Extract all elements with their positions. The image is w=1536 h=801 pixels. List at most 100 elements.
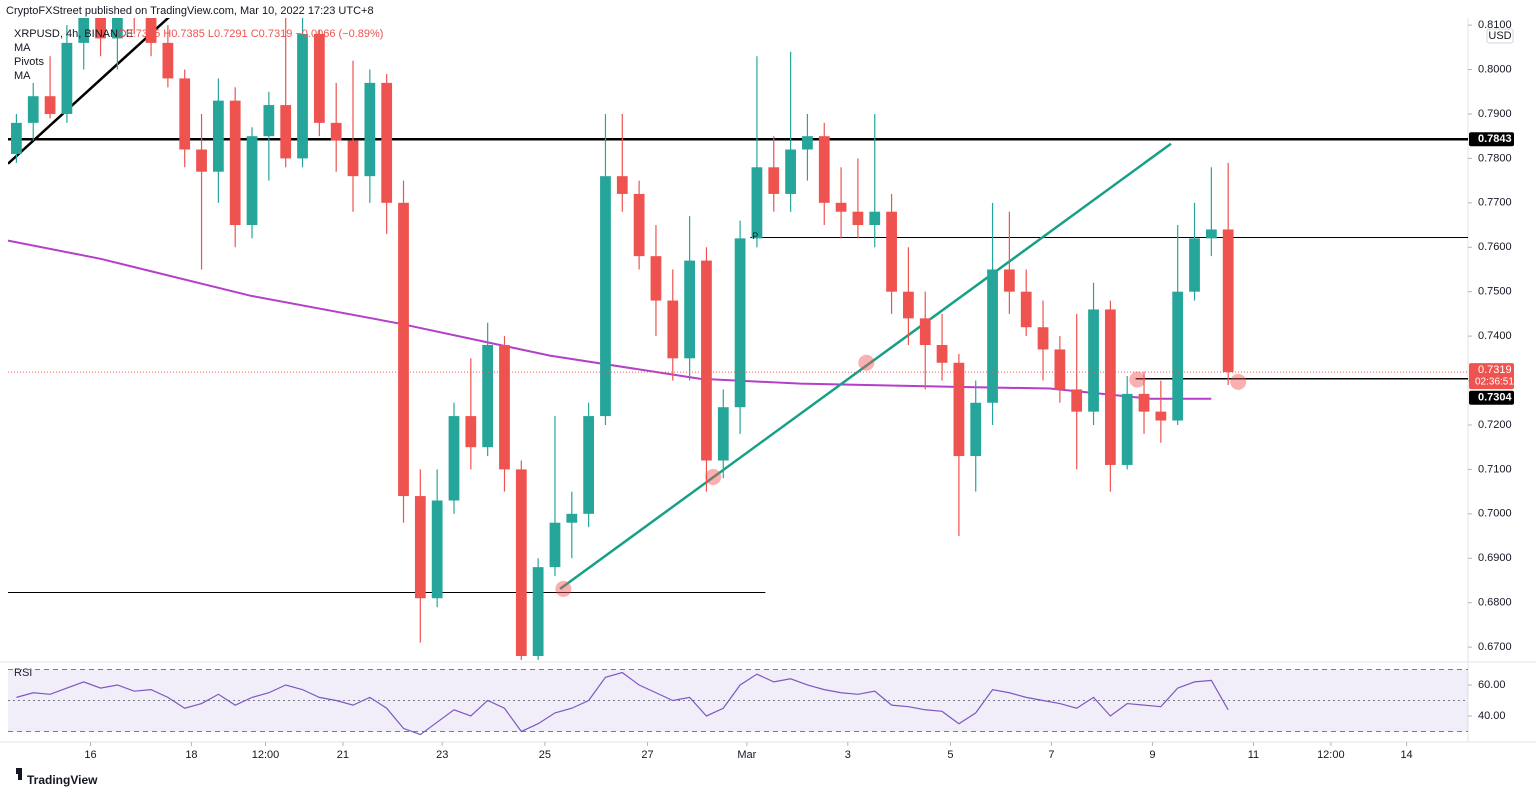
candle-body — [280, 105, 292, 159]
candle-body — [633, 193, 645, 257]
candle-body — [11, 122, 22, 154]
level-badge — [1469, 132, 1514, 147]
candle-body — [313, 33, 325, 123]
x-tick-label: 9 — [1149, 749, 1155, 761]
candle-body — [263, 105, 275, 137]
candle-body — [566, 513, 578, 523]
candle-body — [1020, 291, 1032, 328]
candle-body — [852, 211, 864, 226]
y-tick-label: 0.7800 — [1478, 152, 1512, 164]
candle-body — [44, 96, 56, 114]
y-tick-label: 0.6900 — [1478, 552, 1512, 564]
level-badge-label: 0.7304 — [1478, 392, 1513, 404]
candle-body — [364, 82, 376, 177]
x-tick-label: 23 — [436, 749, 448, 761]
candle-body — [953, 362, 965, 457]
candle-body — [1172, 291, 1184, 421]
price-pane — [8, 18, 1468, 660]
x-tick-label: 3 — [845, 749, 851, 761]
candle-body — [145, 18, 157, 43]
candle-body — [600, 176, 611, 417]
y-tick-label: 0.7600 — [1478, 241, 1512, 253]
highlight-marker — [555, 580, 572, 597]
candle-body — [78, 18, 90, 43]
candle-body — [414, 496, 426, 599]
candle-body — [1138, 393, 1150, 412]
x-tick-label: 7 — [1048, 749, 1054, 761]
candle-body — [196, 149, 207, 172]
candle-body — [684, 260, 695, 359]
rsi-tick-label: 40.00 — [1478, 710, 1506, 722]
x-tick-label: 12:00 — [252, 749, 280, 761]
level-badge — [1469, 390, 1514, 405]
x-tick-label: 12:00 — [1317, 749, 1345, 761]
x-tick-label: Mar — [737, 749, 756, 761]
candle-body — [448, 416, 460, 501]
candle-body — [27, 96, 39, 123]
candle-body — [1121, 393, 1133, 465]
candle-body — [549, 522, 561, 568]
trend-line — [8, 18, 170, 165]
rsi-line — [16, 671, 1229, 736]
x-tick-label: 14 — [1400, 749, 1412, 761]
brand: TradingView — [27, 773, 98, 787]
candle-body — [1088, 309, 1099, 412]
x-tick-label: 21 — [337, 749, 349, 761]
candle-body — [1037, 327, 1049, 350]
candle-body — [398, 202, 409, 497]
candle-body — [903, 291, 914, 319]
candle-body — [650, 256, 662, 301]
candle-body — [835, 202, 847, 212]
y-tick-label: 0.7400 — [1478, 330, 1512, 342]
candle-body — [431, 500, 443, 599]
candle-body — [1205, 229, 1217, 239]
level-badge-label: 0.7843 — [1478, 133, 1512, 145]
candle-body — [482, 344, 494, 448]
candle-body — [987, 269, 998, 403]
currency-box — [1486, 28, 1514, 44]
moving-average — [8, 239, 1212, 400]
candle-body — [616, 176, 628, 194]
y-tick-label: 0.6800 — [1478, 597, 1512, 609]
candle-body — [381, 82, 393, 203]
x-tick-label: 11 — [1248, 749, 1259, 761]
candle-body — [162, 42, 174, 79]
candle-body — [869, 211, 881, 226]
x-tick-label: 27 — [641, 749, 653, 761]
indicator: MA — [14, 70, 31, 82]
candle-body — [785, 149, 796, 194]
candle-body — [936, 344, 948, 363]
countdown: 02:36:51 — [1475, 377, 1514, 388]
candle-body — [347, 140, 359, 177]
currency: USD — [1488, 30, 1511, 42]
highlight-marker — [858, 354, 875, 371]
y-tick-label: 0.8000 — [1478, 63, 1512, 75]
candle-body — [701, 260, 712, 461]
y-tick-label: 0.7500 — [1478, 286, 1512, 298]
candle-body — [246, 136, 258, 226]
candle-body — [297, 33, 308, 159]
y-tick-label: 0.6700 — [1478, 641, 1512, 653]
candle-body — [1071, 389, 1083, 412]
highlight-marker — [1129, 371, 1146, 388]
candle-body — [802, 136, 813, 150]
y-tick-label: 0.7000 — [1478, 508, 1512, 520]
candle-body — [515, 469, 527, 657]
x-tick-label: 16 — [84, 749, 96, 761]
level-text: P — [752, 231, 758, 241]
candle-body — [179, 78, 191, 150]
candle-body — [768, 167, 780, 194]
candle-body — [61, 42, 73, 114]
ohlc-legend: O0.7385 H0.7385 L0.7291 C0.7319 −0.0066 … — [118, 28, 383, 40]
candle-body — [1104, 309, 1116, 465]
candle-body — [734, 238, 746, 408]
indicator: MA — [14, 42, 31, 54]
candle-body — [212, 100, 224, 172]
header: CryptoFXStreet published on TradingView.… — [6, 5, 374, 17]
candle-body — [330, 122, 342, 141]
rsi-tick-label: 60.00 — [1478, 679, 1506, 691]
y-tick-label: 0.7200 — [1478, 419, 1512, 431]
candle-body — [95, 18, 106, 39]
candle-body — [919, 318, 931, 345]
